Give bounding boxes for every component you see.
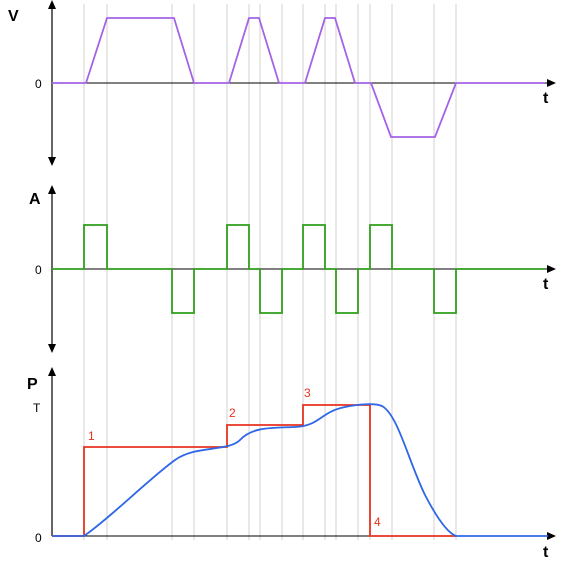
velocity-time-arrow [547, 79, 556, 87]
velocity-axis-up-arrow [48, 0, 56, 9]
position-zero-label: 0 [35, 531, 42, 545]
velocity-zero-label: 0 [35, 77, 42, 91]
time-guide-lines [83, 4, 457, 540]
acceleration-zero-label: 0 [35, 263, 42, 277]
velocity-axis-label: V [8, 8, 19, 25]
velocity-time-label: t [543, 90, 549, 107]
position-target-label: T [33, 401, 41, 415]
acceleration-panel: A 0 t [29, 185, 556, 353]
position-time-arrow [547, 532, 556, 540]
step-label-3: 3 [304, 386, 311, 400]
target-position-steps [52, 404, 456, 537]
step-label-1: 1 [88, 429, 95, 443]
step-label-2: 2 [229, 406, 236, 420]
acceleration-curve [52, 224, 545, 314]
actual-position-curve [52, 403, 548, 537]
acceleration-axis-up-arrow [48, 185, 56, 194]
position-axis-up-arrow [48, 367, 56, 376]
step-label-4: 4 [374, 515, 381, 529]
acceleration-axis-down-arrow [48, 344, 56, 353]
velocity-curve [52, 17, 545, 138]
acceleration-axis-label: A [29, 191, 41, 208]
acceleration-time-label: t [543, 276, 549, 293]
position-panel: P T 0 t 1 2 3 4 [27, 367, 556, 561]
velocity-panel: V 0 t [8, 0, 556, 166]
velocity-axis-down-arrow [48, 157, 56, 166]
acceleration-time-arrow [547, 265, 556, 273]
position-time-label: t [543, 544, 549, 561]
position-axis-label: P [27, 376, 38, 393]
